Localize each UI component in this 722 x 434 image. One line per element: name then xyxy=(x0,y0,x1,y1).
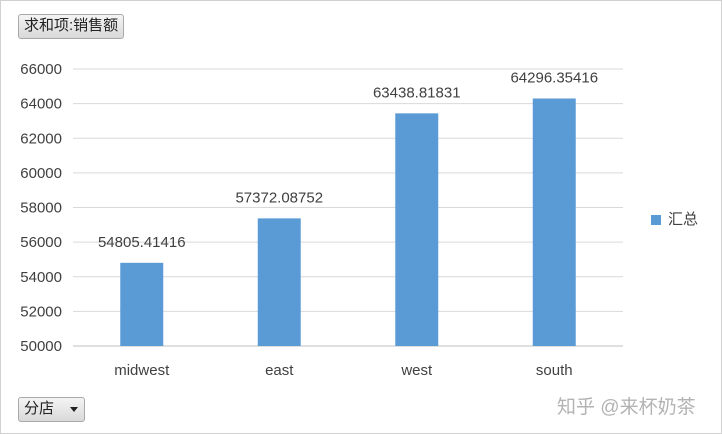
watermark: 知乎 @来杯奶茶 xyxy=(557,397,696,418)
dropdown-arrow-icon[interactable] xyxy=(70,407,78,412)
x-tick-label: west xyxy=(400,362,433,379)
pivot-filter-field-button[interactable]: 分店 xyxy=(18,397,85,422)
y-tick-label: 64000 xyxy=(20,96,62,113)
bar xyxy=(120,262,164,346)
y-tick-label: 56000 xyxy=(20,234,62,251)
data-label: 63438.81831 xyxy=(373,84,461,101)
y-tick-label: 66000 xyxy=(20,61,62,78)
data-label: 57372.08752 xyxy=(235,189,323,206)
x-tick-label: east xyxy=(265,362,294,379)
data-label: 54805.41416 xyxy=(98,234,186,251)
value-field-label: 求和项:销售额 xyxy=(24,17,119,34)
legend-swatch xyxy=(651,215,661,226)
y-tick-label: 52000 xyxy=(20,303,62,320)
y-tick-label: 58000 xyxy=(20,200,62,217)
bar xyxy=(532,98,576,346)
filter-field-label: 分店 xyxy=(24,400,55,417)
x-tick-label: midwest xyxy=(114,362,170,379)
y-tick-label: 62000 xyxy=(20,130,62,147)
y-tick-label: 50000 xyxy=(20,338,62,355)
legend-label: 汇总 xyxy=(668,211,699,228)
y-tick-label: 60000 xyxy=(20,165,62,182)
legend: 汇总 xyxy=(651,208,698,229)
data-label: 64296.35416 xyxy=(510,69,598,86)
pivot-value-field-button[interactable]: 求和项:销售额 xyxy=(18,14,125,39)
bar xyxy=(257,218,301,346)
x-tick-label: south xyxy=(536,362,573,379)
bar xyxy=(395,113,439,347)
y-tick-label: 54000 xyxy=(20,269,62,286)
